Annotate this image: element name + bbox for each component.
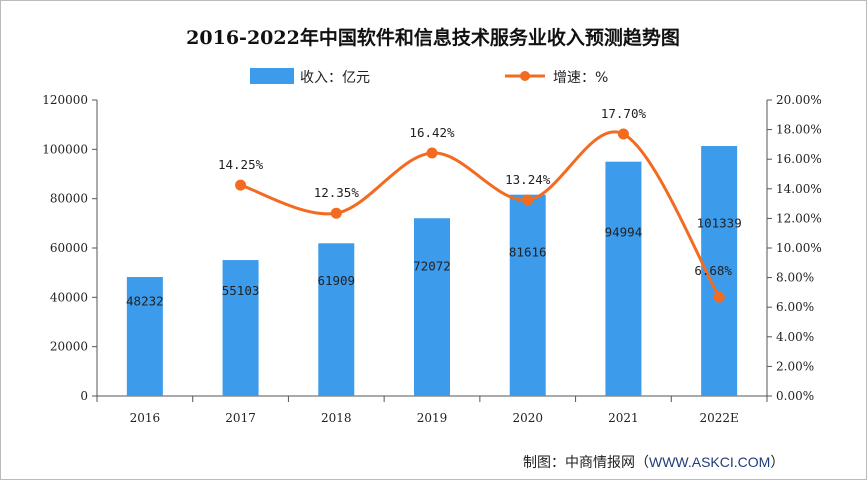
left-tick-label: 40000	[50, 290, 88, 304]
growth-point-2019	[426, 147, 438, 159]
bar-2016	[126, 277, 163, 396]
x-tick-label: 2016	[130, 411, 161, 425]
bar-label: 72072	[413, 258, 451, 273]
x-tick-label: 2020	[512, 411, 543, 425]
right-tick-label: 18.00%	[776, 123, 822, 137]
right-tick-label: 6.00%	[776, 300, 814, 314]
growth-point-2021	[617, 128, 629, 140]
left-tick-label: 60000	[50, 241, 88, 255]
footer-url: WWW.ASKCI.COM	[649, 454, 771, 470]
x-tick-label: 2018	[321, 411, 352, 425]
bar-2018	[318, 243, 355, 396]
footer-suffix: ）	[770, 455, 785, 471]
legend-line-label: 增速：%	[553, 70, 608, 86]
growth-point-2018	[330, 207, 342, 219]
bar-2019	[414, 218, 450, 396]
legend-line-marker	[520, 71, 530, 81]
x-tick-label: 2022E	[699, 411, 738, 425]
growth-label: 13.24%	[505, 172, 551, 187]
left-tick-label: 80000	[50, 192, 88, 206]
bar-2017	[222, 260, 259, 396]
left-tick-label: 100000	[42, 142, 88, 156]
bar-label: 101339	[697, 215, 742, 230]
right-tick-label: 4.00%	[776, 330, 814, 344]
growth-label: 12.35%	[314, 185, 360, 200]
x-tick-label: 2021	[608, 411, 639, 425]
growth-label: 16.42%	[409, 125, 455, 140]
left-tick-label: 20000	[50, 340, 88, 354]
right-tick-label: 2.00%	[776, 359, 814, 373]
bar-label: 94994	[605, 225, 643, 240]
bar-label: 48232	[126, 293, 164, 308]
chart-title: 2016-2022年中国软件和信息技术服务业收入预测趋势图	[186, 26, 680, 49]
right-tick-label: 12.00%	[776, 211, 822, 225]
left-tick-label: 0	[80, 389, 88, 403]
growth-label: 14.25%	[218, 157, 264, 172]
growth-label: 17.70%	[601, 106, 647, 121]
right-tick-label: 20.00%	[776, 93, 822, 107]
legend-bar-swatch	[250, 68, 294, 84]
right-tick-label: 10.00%	[776, 241, 822, 255]
right-tick-label: 0.00%	[776, 389, 814, 403]
source-footer: 制图：中商情报网（WWW.ASKCI.COM）	[523, 452, 784, 472]
bar-2021	[605, 161, 642, 396]
bar-label: 81616	[509, 244, 547, 259]
right-tick-label: 16.00%	[776, 152, 822, 166]
x-tick-label: 2019	[417, 411, 448, 425]
footer-prefix: 制图：中商情报网（	[523, 455, 649, 471]
left-tick-label: 120000	[42, 93, 88, 107]
x-tick-label: 2017	[225, 411, 256, 425]
right-tick-label: 14.00%	[776, 182, 822, 196]
growth-point-2017	[235, 179, 247, 191]
legend-bar-label: 收入：亿元	[300, 70, 370, 86]
bar-label: 55103	[222, 283, 260, 298]
growth-label: 6.68%	[694, 263, 732, 278]
bar-2020	[509, 194, 546, 396]
bar-label: 61909	[317, 273, 355, 288]
growth-point-2022E	[713, 291, 725, 303]
right-tick-label: 8.00%	[776, 271, 814, 285]
growth-point-2020	[522, 194, 534, 206]
growth-line	[240, 130, 721, 298]
